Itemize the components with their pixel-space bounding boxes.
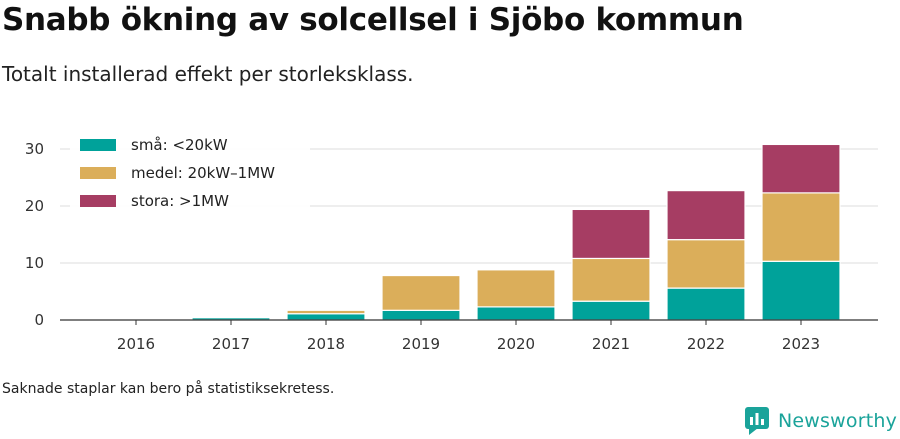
chart-subtitle: Totalt installerad effekt per storlekskl… [2,62,414,86]
brand-name: Newsworthy [778,410,898,432]
bar-segment [381,274,461,311]
bar-segment [761,192,841,262]
bar-segment [476,306,556,321]
x-tick-label: 2022 [687,335,725,353]
bar-segment [761,143,841,194]
stacked-bar-chart: 0 10 20 30 2016 2017 2018 2019 2020 2021 2022 2023… [24,128,878,353]
legend-label: stora: >1MW [131,192,229,210]
bar-segment [476,269,556,308]
x-tick-label: 2016 [117,335,155,353]
x-tick-labels: 2016 2017 2018 2019 2020 2021 2022 2023 [117,320,820,353]
bar-segment [571,208,651,260]
y-tick-labels: 0 10 20 30 [25,140,44,329]
legend-label: små: <20kW [131,136,228,154]
x-tick-label: 2021 [592,335,630,353]
y-tick-label: 10 [25,254,44,272]
x-tick-label: 2018 [307,335,345,353]
bars [96,143,841,321]
bar-segment [381,309,461,321]
legend-swatch [80,139,116,151]
x-tick-label: 2020 [497,335,535,353]
bar-segment [571,257,651,302]
y-tick-label: 30 [25,140,44,158]
x-tick-label: 2023 [782,335,820,353]
y-tick-label: 20 [25,197,44,215]
x-tick-label: 2017 [212,335,250,353]
legend: små: <20kW medel: 20kW–1MW stora: >1MW [70,128,310,210]
footnote: Saknade staplar kan bero på statistiksek… [2,381,335,397]
chart-title: Snabb ökning av solcellsel i Sjöbo kommu… [2,2,744,38]
bar-segment [286,309,366,315]
bar-segment [286,313,366,321]
legend-swatch [80,195,116,207]
brand-logo: Newsworthy [744,406,897,436]
legend-label: medel: 20kW–1MW [131,164,275,182]
bar-segment [666,287,746,321]
newsworthy-logo-icon [745,407,769,435]
x-tick-label: 2019 [402,335,440,353]
bar-segment [571,300,651,321]
bar-segment [761,260,841,321]
legend-swatch [80,167,116,179]
y-tick-label: 0 [34,311,44,329]
bar-segment [666,190,746,241]
bar-segment [666,239,746,289]
